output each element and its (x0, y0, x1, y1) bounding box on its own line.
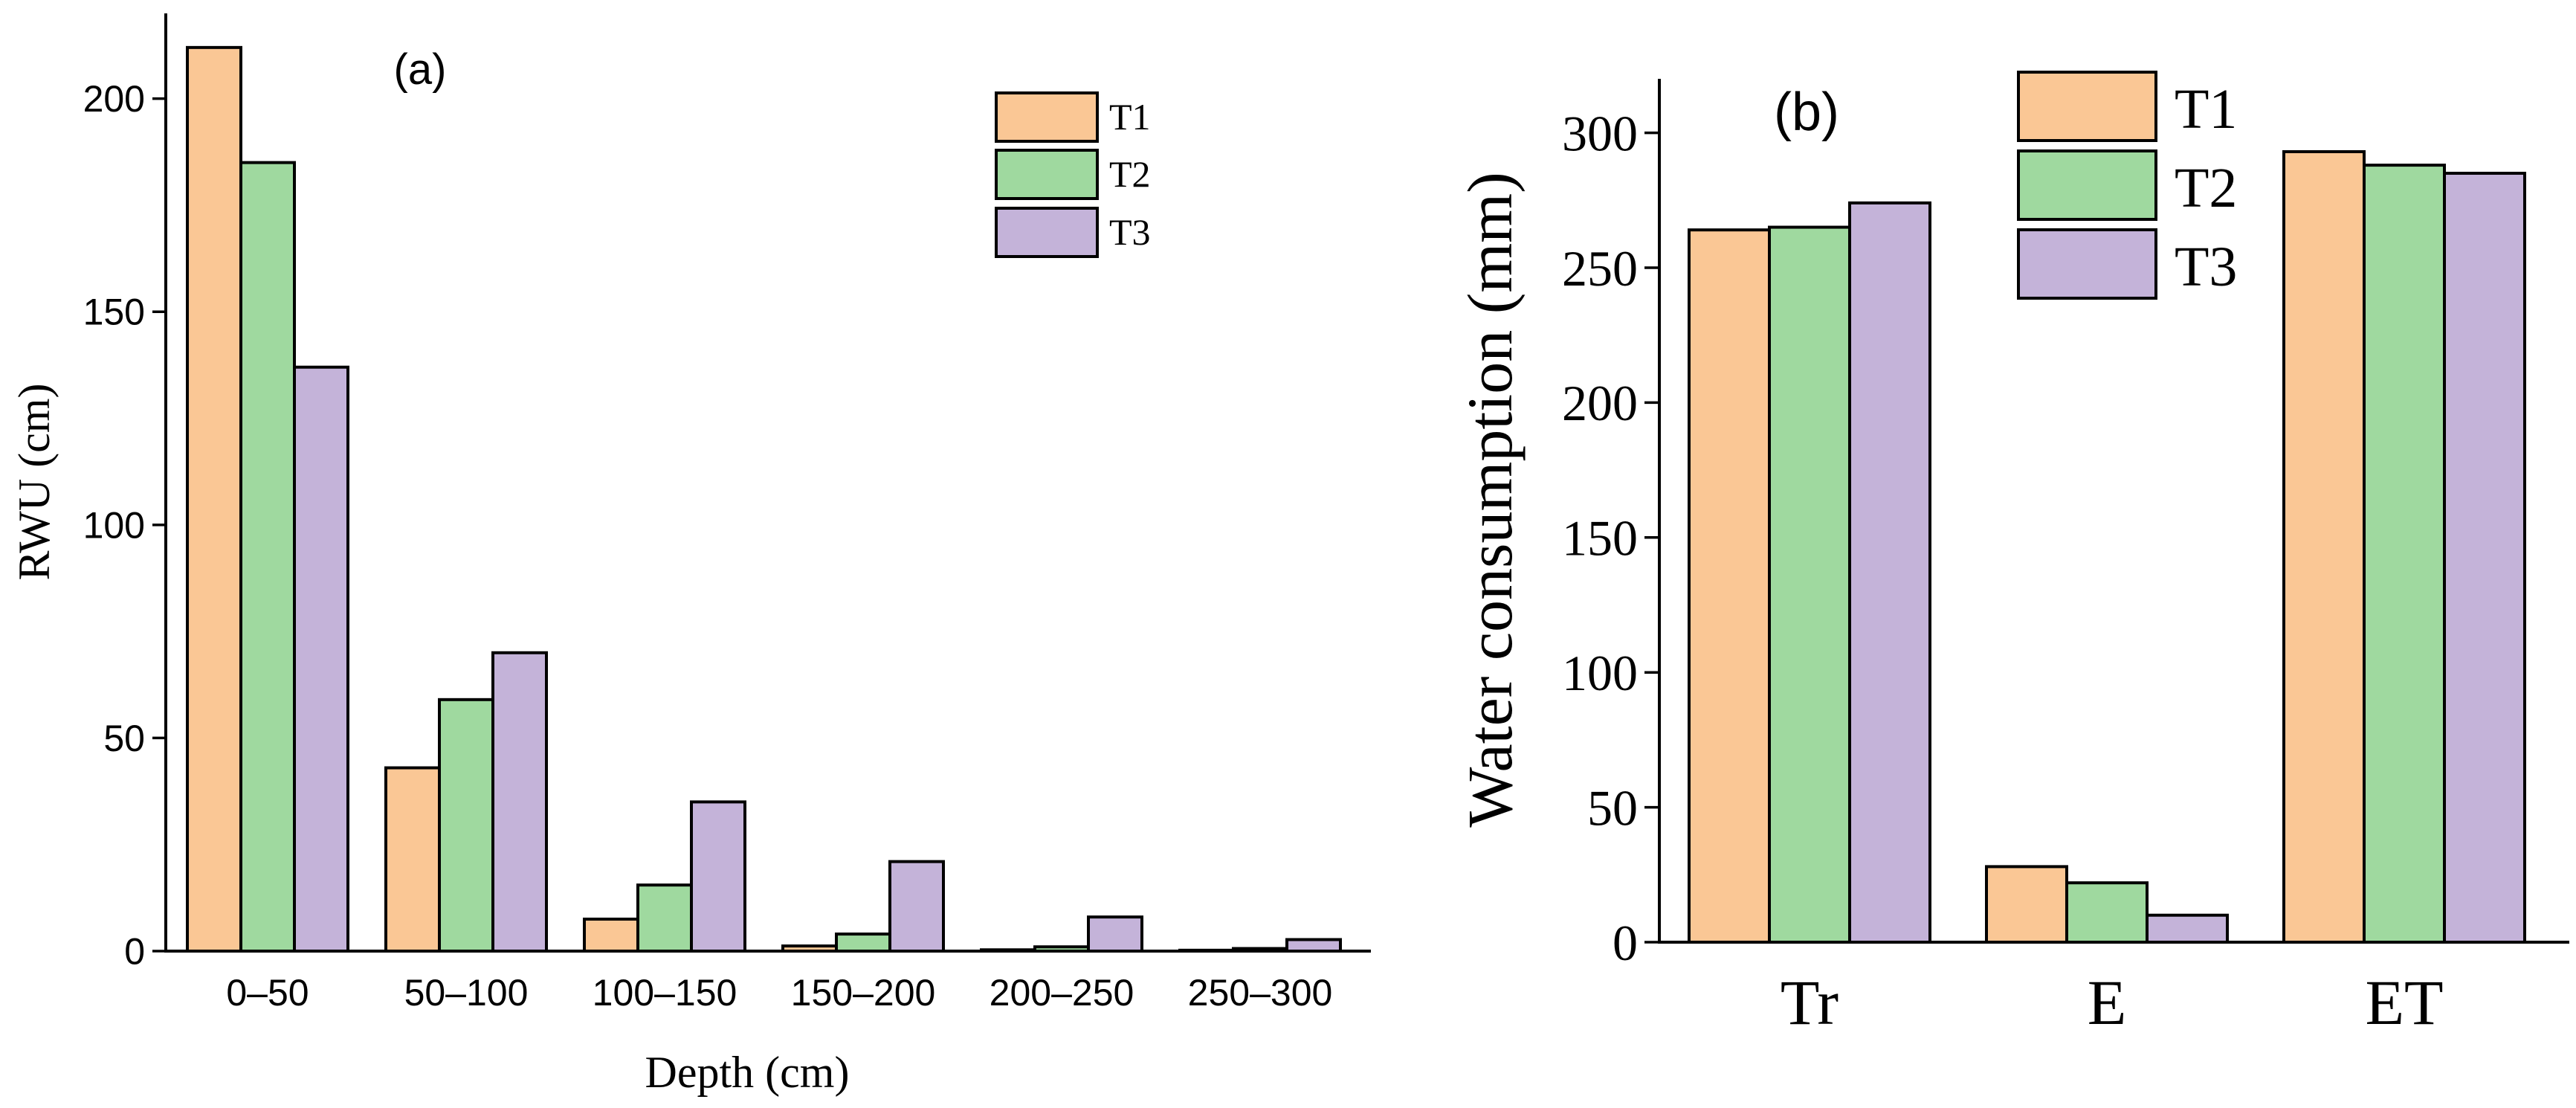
y-tick-label: 0 (124, 931, 145, 973)
panel-b-legend: T1 T2 T3 (2017, 71, 2237, 300)
x-tick-label: 250–300 (1188, 972, 1333, 1014)
panel-a-legend: T1 T2 T3 (995, 91, 1151, 258)
legend-swatch-t2 (995, 149, 1099, 200)
y-tick-label: 100 (83, 504, 145, 546)
bar-t3-1 (2146, 913, 2229, 944)
y-tick-label: 250 (1562, 240, 1638, 297)
bar-t2-0 (1768, 225, 1851, 944)
panel-b-x-ticks: Tr E ET (1781, 967, 2444, 1038)
bar-t3-5 (1285, 938, 1342, 953)
panel-a-label: (a) (394, 45, 447, 94)
bar-t1-1 (1985, 865, 2068, 944)
y-tick-label: 150 (1562, 510, 1638, 567)
legend-label-t2: T2 (2175, 157, 2237, 219)
legend-swatch-t3 (2017, 228, 2157, 300)
bar-t2-0 (239, 161, 296, 953)
bar-t1-2 (2282, 149, 2366, 944)
bar-t3-4 (1087, 915, 1143, 953)
legend-swatch-t3 (995, 207, 1099, 258)
bar-t3-0 (1848, 201, 1931, 944)
x-tick-label: Tr (1781, 967, 1839, 1038)
y-tick-label: 50 (103, 718, 145, 759)
x-tick-label: 100–150 (593, 972, 737, 1014)
y-tick-label: 200 (1562, 375, 1638, 431)
panel-b-y-ticks: 0 50 100 150 200 250 300 (1562, 105, 1659, 971)
bar-t3-2 (690, 800, 746, 953)
legend-label-t1: T1 (2175, 78, 2237, 141)
bar-t3-3 (888, 860, 945, 953)
bar-t2-1 (438, 698, 494, 953)
y-tick-label: 50 (1587, 779, 1638, 836)
bar-t2-2 (636, 883, 693, 953)
y-tick-label: 150 (83, 292, 145, 333)
panel-a-x-ticks: 0–50 50–100 100–150 150–200 200–250 250–300 (226, 972, 1332, 1014)
legend-label-t3: T3 (2175, 236, 2237, 298)
x-tick-label: 150–200 (791, 972, 936, 1014)
x-tick-label: 0–50 (226, 972, 309, 1014)
bar-t2-2 (2363, 164, 2446, 944)
bar-t2-1 (2065, 881, 2149, 944)
panel-b-label: (b) (1774, 83, 1839, 142)
y-tick-label: 0 (1613, 915, 1638, 971)
panel-b-bars (1688, 149, 2526, 944)
y-tick-label: 100 (1562, 645, 1638, 701)
bar-t3-0 (293, 365, 349, 953)
legend-swatch-t1 (995, 91, 1099, 143)
bar-t1-2 (583, 918, 639, 953)
panel-a-chart: 0 50 100 150 200 0–50 50–100 100–150 150–200 200… (10, 13, 1371, 1097)
panel-a-y-axis-label: RWU (cm) (10, 384, 59, 581)
panel-a-x-axis-label: Depth (cm) (645, 1048, 850, 1097)
legend-label-t3: T3 (1109, 211, 1151, 253)
panel-a-bars (186, 45, 1342, 953)
x-tick-label: E (2088, 967, 2127, 1038)
legend-label-t2: T2 (1109, 153, 1151, 195)
bar-t1-1 (384, 766, 441, 953)
bar-t3-1 (491, 651, 548, 953)
x-tick-label: 200–250 (990, 972, 1134, 1014)
bar-t3-2 (2443, 171, 2526, 944)
x-tick-label: ET (2365, 967, 2443, 1038)
bar-t1-0 (186, 45, 242, 953)
y-tick-label: 200 (83, 78, 145, 120)
panel-b-chart: 0 50 100 150 200 250 300 Tr E ET (b) Water consu… (1454, 71, 2569, 1038)
panel-b-y-axis-label: Water consumption (mm) (1454, 172, 1526, 828)
panel-a-y-ticks: 0 50 100 150 200 (83, 78, 166, 973)
legend-label-t1: T1 (1109, 96, 1151, 138)
legend-swatch-t1 (2017, 71, 2157, 142)
x-tick-label: 50–100 (404, 972, 529, 1014)
y-tick-label: 300 (1562, 105, 1638, 161)
bar-t1-0 (1688, 228, 1771, 944)
bar-t2-3 (835, 933, 891, 953)
legend-swatch-t2 (2017, 149, 2157, 221)
